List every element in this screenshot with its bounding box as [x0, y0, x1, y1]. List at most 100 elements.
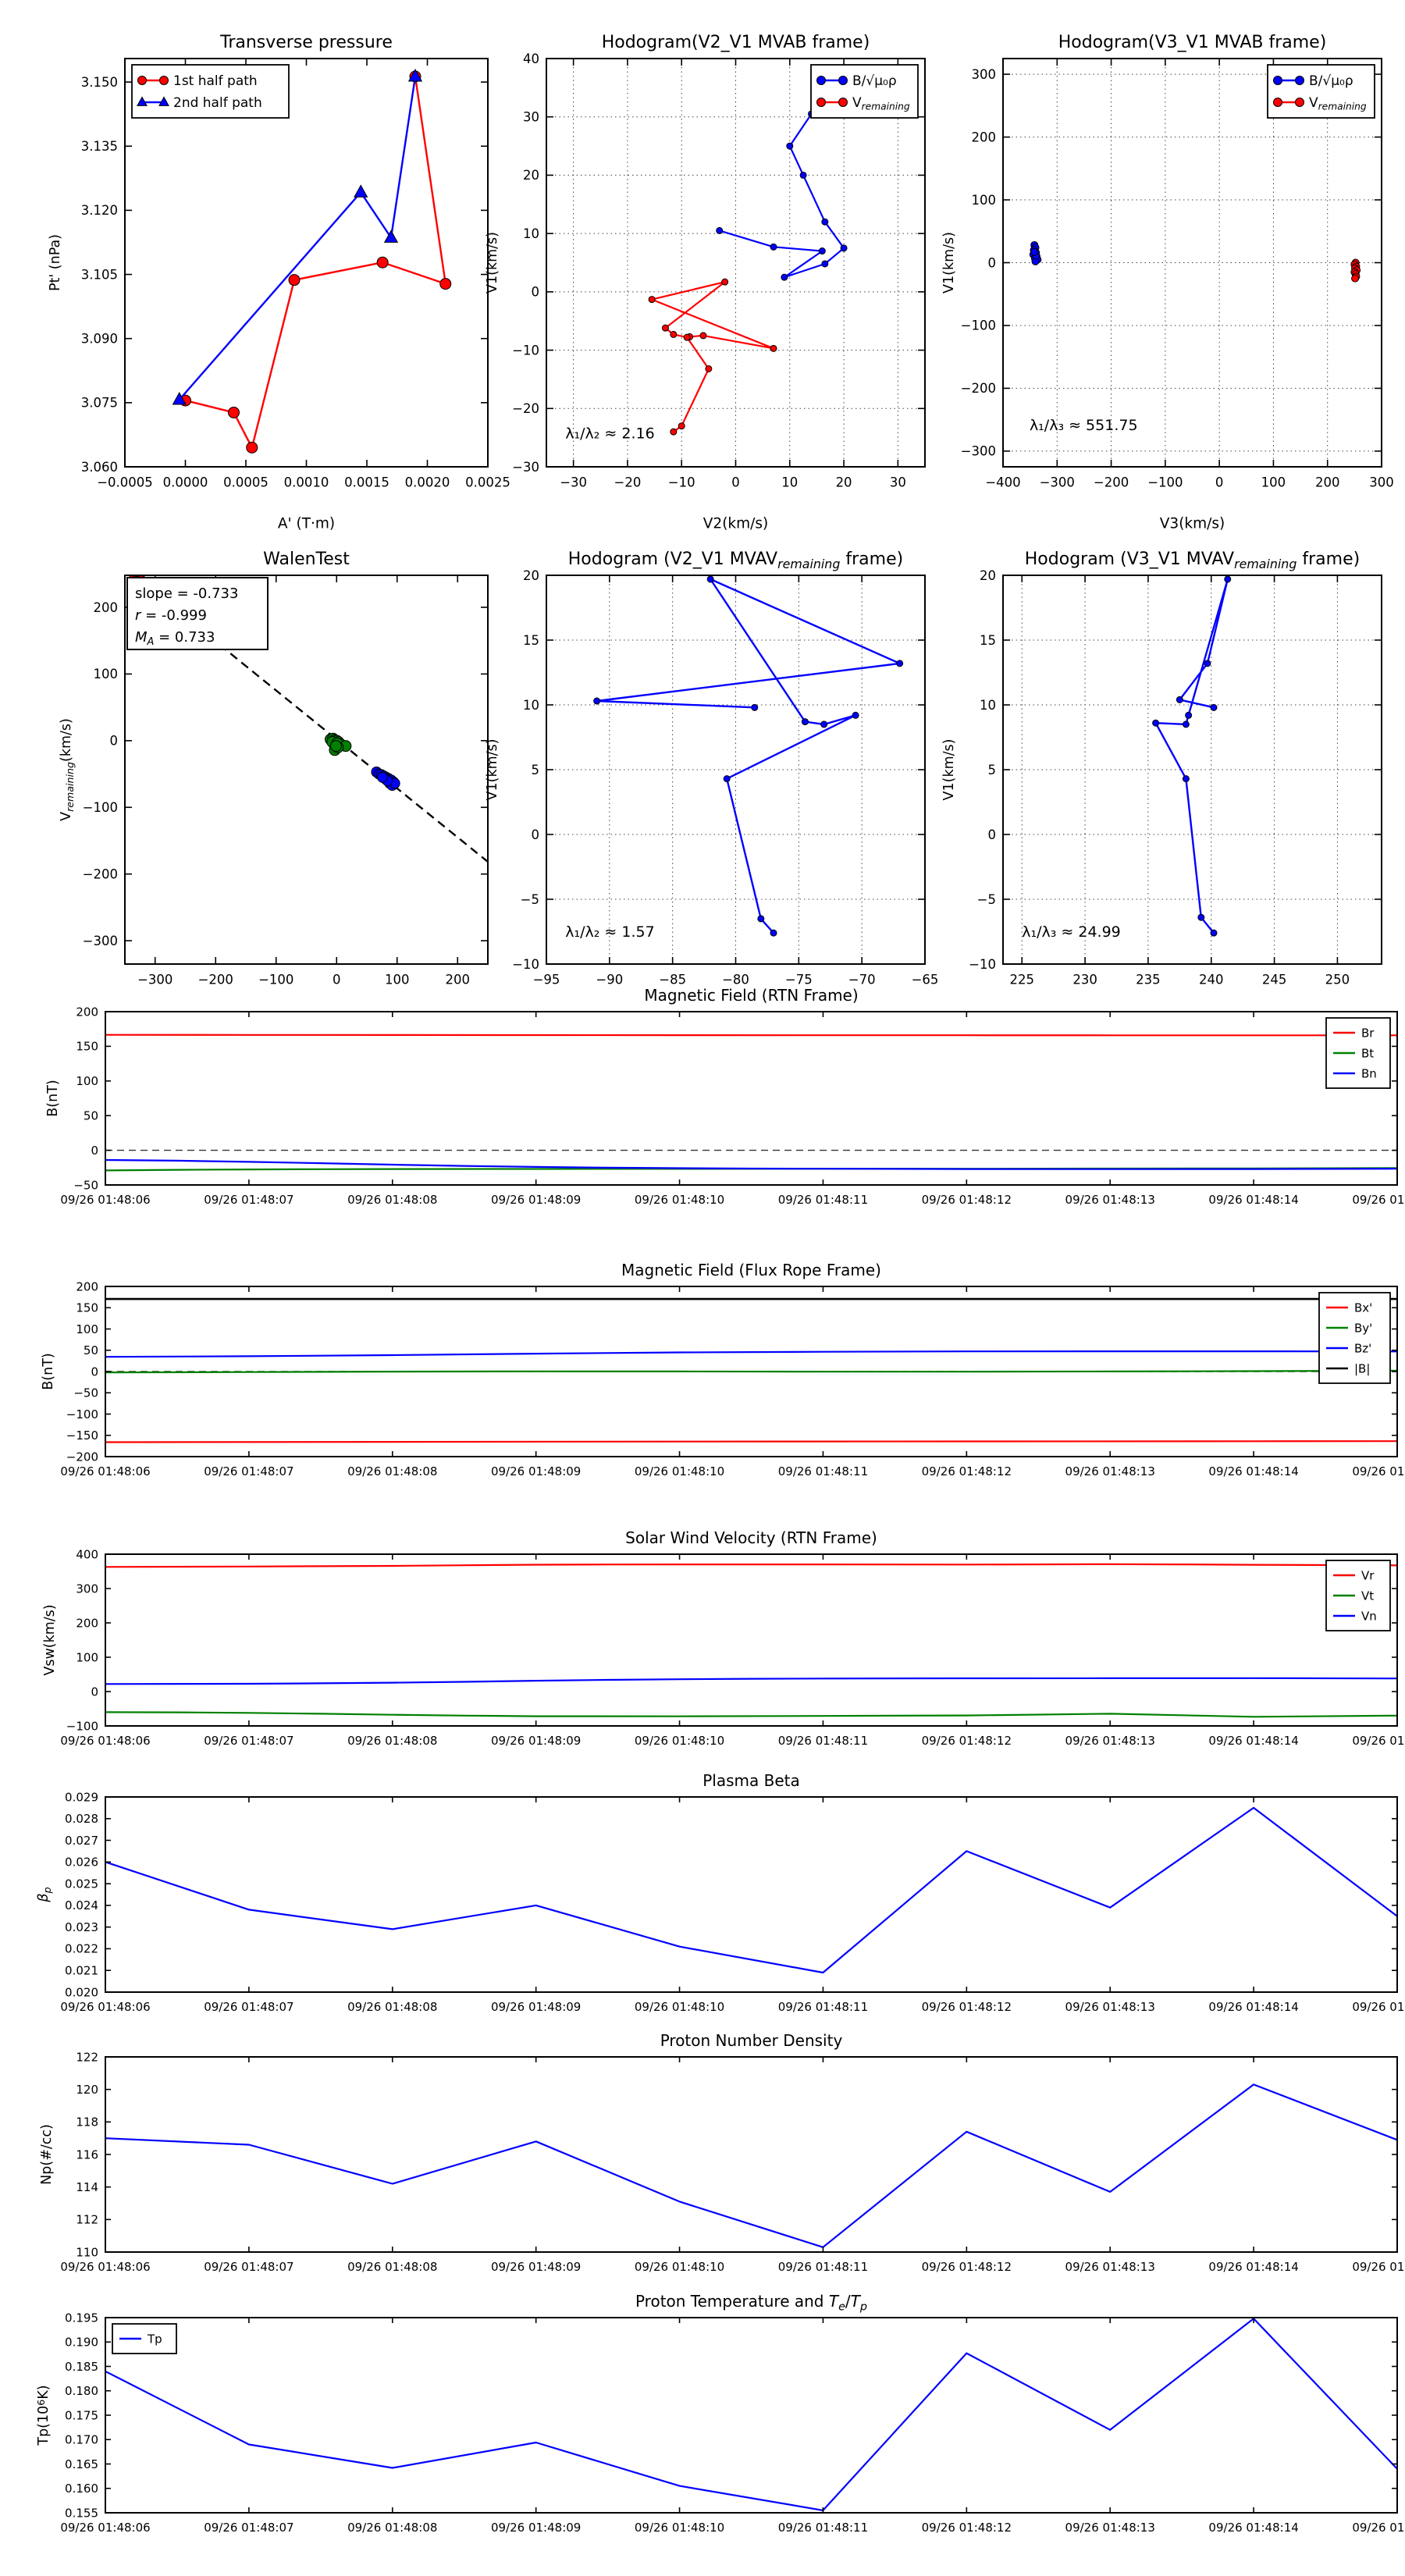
transverse-pressure-xlabel: A' (T·m) — [278, 516, 335, 532]
data-point-marker — [670, 428, 678, 436]
data-point-marker — [376, 256, 389, 269]
b-flux-rope-ylabel: B(nT) — [41, 1353, 56, 1389]
data-point-marker — [593, 697, 601, 705]
x-tick-label: 09/26 01:48:14 — [1208, 1734, 1298, 1748]
y-tick-label: 0.165 — [65, 2457, 98, 2471]
transverse-pressure-title: Transverse pressure — [219, 33, 393, 52]
hodogram-v2v1-mvav-title: Hodogram (V2_V1 MVAVremaining frame) — [568, 550, 903, 571]
y-tick-label: −10 — [512, 957, 539, 972]
vsw-rtn-ylabel: Vsw(km/s) — [42, 1604, 58, 1675]
y-tick-label: −5 — [977, 892, 996, 907]
x-tick-label: −200 — [198, 973, 233, 987]
x-tick-label: 0.0000 — [163, 475, 208, 490]
x-tick-label: 09/26 01:48:06 — [60, 2521, 150, 2535]
x-tick-label: 235 — [1136, 973, 1161, 987]
x-tick-label: 09/26 01:48:15 — [1352, 2521, 1405, 2535]
y-tick-label: 0 — [91, 1364, 98, 1379]
x-tick-label: 09/26 01:48:07 — [204, 1464, 293, 1478]
x-tick-label: 0.0020 — [405, 475, 450, 490]
data-point-marker — [661, 324, 669, 332]
y-tick-label: 40 — [523, 52, 539, 66]
panel-b-flux-rope: 09/26 01:48:06 09/26 01:48:07 09/26 01:48:… — [41, 1261, 1405, 1478]
data-point-marker — [172, 391, 187, 405]
data-point-marker — [1152, 719, 1160, 727]
y-tick-label: 400 — [76, 1547, 98, 1561]
x-tick-label: −100 — [258, 973, 293, 987]
plasma-beta-ylabel: βp — [36, 1887, 53, 1902]
y-tick-label: 50 — [84, 1108, 98, 1123]
hodogram-v2v1-mvab-title: Hodogram(V2_V1 MVAB frame) — [602, 33, 870, 52]
y-tick-label: 150 — [76, 1040, 98, 1054]
stats-box — [126, 577, 269, 650]
lambda-ratio-annotation: λ₁/λ₂ ≈ 1.57 — [565, 923, 654, 941]
series-line-Bz' — [105, 1350, 1398, 1358]
x-tick-label: 245 — [1262, 973, 1287, 987]
axis-ticks — [546, 575, 926, 965]
series-group — [105, 1563, 1398, 1718]
data-point-marker — [781, 273, 788, 281]
x-tick-label: −300 — [1040, 475, 1075, 490]
x-tick-label: 09/26 01:48:10 — [635, 2521, 724, 2535]
legend-label: Bn — [1361, 1066, 1377, 1080]
x-tick-label: 09/26 01:48:15 — [1352, 1734, 1405, 1748]
y-tick-label: 0.190 — [65, 2336, 98, 2350]
y-tick-label: 10 — [523, 226, 539, 241]
x-tick-label: 09/26 01:48:12 — [922, 2521, 1012, 2535]
y-tick-label: 0.185 — [65, 2360, 98, 2374]
x-tick-label: 09/26 01:48:09 — [491, 1734, 581, 1748]
y-tick-label: 0.021 — [65, 1963, 98, 1977]
axes-frame — [105, 1553, 1398, 1727]
series-group — [105, 1806, 1398, 1974]
x-tick-label: 0.0015 — [344, 475, 389, 490]
x-tick-label: 09/26 01:48:14 — [1208, 2000, 1298, 2014]
x-tick-label: 09/26 01:48:13 — [1065, 2000, 1155, 2014]
series-line-V path — [1154, 578, 1229, 934]
x-tick-label: 09/26 01:48:10 — [635, 1464, 724, 1478]
legend-label: Bx' — [1354, 1300, 1372, 1315]
axis-ticks — [546, 58, 925, 468]
data-point-marker — [721, 278, 729, 286]
x-tick-label: 09/26 01:48:06 — [60, 1464, 150, 1478]
y-tick-label: −100 — [83, 800, 118, 815]
y-tick-label: 20 — [980, 568, 996, 583]
y-tick-label: 0 — [532, 827, 540, 842]
x-tick-label: −90 — [596, 973, 623, 987]
y-tick-label: 20 — [523, 568, 539, 583]
data-point-marker — [723, 775, 731, 783]
legend-label: B/√μ₀ρ — [1309, 73, 1353, 89]
data-point-marker — [648, 296, 656, 304]
b-rtn-title: Magnetic Field (RTN Frame) — [644, 986, 858, 1005]
x-tick-label: 09/26 01:48:12 — [922, 2000, 1012, 2014]
x-tick-label: −10 — [668, 475, 695, 490]
x-tick-label: 09/26 01:48:08 — [347, 1464, 437, 1478]
legend-label: Vn — [1361, 1609, 1377, 1623]
data-point-marker — [1295, 98, 1304, 107]
lambda-ratio-annotation: λ₁/λ₃ ≈ 24.99 — [1022, 923, 1121, 941]
data-point-marker — [246, 441, 258, 454]
series-group — [105, 1297, 1398, 1443]
y-tick-label: −300 — [83, 934, 118, 948]
y-tick-label: −100 — [961, 318, 996, 333]
data-point-marker — [816, 98, 826, 107]
lambda-ratio-annotation: λ₁/λ₃ ≈ 551.75 — [1030, 417, 1138, 434]
hodogram-v3v1-mvab-ylabel: V1(km/s) — [941, 232, 957, 294]
data-point-marker — [699, 332, 707, 340]
series-group — [172, 68, 452, 454]
x-tick-label: −100 — [1147, 475, 1183, 490]
y-tick-label: 100 — [76, 1322, 98, 1336]
x-tick-label: 09/26 01:48:08 — [347, 1734, 437, 1748]
stats-line: slope = -0.733 — [135, 585, 238, 602]
axis-ticks — [105, 1286, 1398, 1457]
data-point-marker — [137, 76, 147, 85]
series-line-2nd half path — [178, 76, 417, 400]
hodogram-v2v1-mvab-ylabel: V1(km/s) — [485, 232, 500, 294]
plot-area — [105, 2318, 1397, 2513]
x-tick-label: 09/26 01:48:11 — [778, 1464, 868, 1478]
y-tick-label: −10 — [512, 343, 539, 358]
y-tick-label: −100 — [66, 1719, 98, 1733]
x-tick-label: 230 — [1072, 973, 1097, 987]
y-tick-label: 0.175 — [65, 2408, 98, 2422]
hodogram-v3v1-mvav-ylabel: V1(km/s) — [941, 739, 957, 801]
x-tick-label: 09/26 01:48:15 — [1352, 1464, 1405, 1478]
x-tick-label: 09/26 01:48:06 — [60, 2000, 150, 2014]
